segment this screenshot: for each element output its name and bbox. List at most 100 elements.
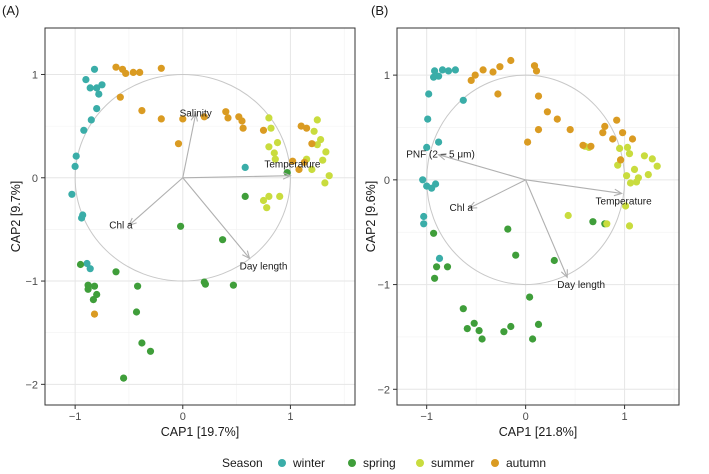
panel-a-point-autumn [224, 114, 232, 122]
panel-b-point-spring [470, 319, 478, 327]
legend-label-winter: winter [292, 456, 325, 470]
panel-b-y-tick-label: 1 [384, 70, 390, 82]
panel-a-point-summer [313, 141, 321, 149]
panel-b-vector-label-0: PNF (2 – 5 μm) [406, 150, 475, 161]
panel-b-point-summer [623, 143, 632, 151]
panel-a-y-tick-label: 0 [32, 173, 38, 185]
panel-b-vector-1 [525, 179, 622, 195]
panel-a-point-autumn [112, 63, 120, 71]
panel-a-point-winter [82, 76, 90, 84]
panel-b-point-summer [632, 178, 641, 186]
panel-a-vector-label-1: Temperature [264, 160, 321, 171]
panel-b-point-autumn [534, 126, 543, 134]
panel-a-vector-arrowhead-1 [282, 172, 292, 180]
panel-a-point-summer [322, 148, 330, 156]
panel-b-point-winter [444, 67, 453, 75]
legend-swatch-spring [348, 459, 356, 467]
panel-a-point-autumn [136, 68, 144, 76]
panel-a-point-summer [276, 192, 284, 200]
panel-b-vector-arrowhead-0 [437, 153, 447, 161]
panel-b-point-winter [435, 138, 443, 146]
panel-a-point-winter [71, 162, 79, 170]
panel-b-point-spring [443, 263, 452, 271]
panel-a-point-summer [270, 149, 278, 157]
panel-a-point-summer [317, 136, 325, 144]
panel-a-point-autumn [308, 140, 316, 148]
panel-b-point-winter [430, 73, 438, 81]
panel-a-point-autumn [300, 158, 308, 166]
panel-a-point-autumn [303, 124, 311, 132]
panel-b-vector-3 [525, 179, 568, 278]
panel-a-point-autumn [157, 64, 165, 72]
panel-a-point-spring [138, 339, 146, 347]
panel-b-y-axis-title: CAP2 [9.6%] [364, 181, 378, 253]
panel-b-point-summer [623, 172, 631, 180]
panel-a-point-spring [90, 282, 99, 290]
panel-a-vector-arrowhead-0 [190, 112, 198, 122]
panel-b-point-summer [653, 162, 661, 170]
panel-a-x-tick-label: 1 [287, 411, 293, 423]
panel-b-point-summer [603, 220, 611, 228]
panel-a-point-summer [325, 172, 333, 180]
panel-a-x-tick-label: −1 [69, 411, 82, 423]
panel-b-point-summer [648, 155, 656, 163]
panel-a-point-spring [112, 268, 120, 276]
panel-b-vector-2 [468, 179, 526, 209]
panel-b-point-summer [644, 171, 652, 179]
panel-a-point-winter [80, 126, 88, 134]
panel-b-point-spring [512, 251, 520, 259]
panel-b-point-winter [438, 66, 447, 74]
panel-b-point-autumn [587, 142, 595, 150]
panel-a-point-spring [219, 236, 227, 244]
panel-b-point-autumn [579, 141, 587, 149]
panel-a-point-autumn [295, 165, 303, 174]
panel-a-point-spring [283, 169, 291, 177]
panel-a-point-summer [321, 179, 329, 187]
panel-b-point-summer [564, 211, 572, 220]
panel-a-correlation-circle [74, 73, 291, 282]
panel-a-point-spring [89, 296, 97, 304]
panel-b-point-autumn [619, 129, 627, 137]
panel-b-vector-arrowhead-3 [560, 269, 568, 279]
panel-a-point-summer [308, 165, 316, 174]
panel-a-point-winter [78, 214, 86, 222]
panel-a-point-spring [93, 290, 101, 299]
panel-a-point-autumn [138, 107, 146, 115]
panel-b-point-spring [431, 274, 439, 282]
panel-b-x-tick-label: 0 [523, 411, 529, 423]
panel-b-point-winter [431, 67, 439, 75]
panel-b-point-summer [640, 152, 649, 160]
panel-b-correlation-circle [426, 74, 626, 286]
panel-a-y-tick-label: −2 [25, 379, 38, 391]
panel-b-point-autumn [628, 135, 637, 143]
panel-b-x-axis-title: CAP1 [21.8%] [499, 425, 578, 439]
panel-a-point-autumn [289, 157, 297, 165]
panel-b-y-tick-label: −1 [377, 280, 390, 292]
panel-a-point-autumn [129, 68, 137, 76]
panel-a-point-autumn [116, 93, 124, 101]
panel-b-point-autumn [617, 156, 625, 164]
panel-b-point-spring [463, 325, 471, 333]
panel-b-point-winter [451, 66, 459, 74]
panel-b-point-autumn [553, 115, 561, 123]
panel-a-x-tick-label: 0 [180, 411, 186, 423]
panel-a-vector-1 [182, 175, 291, 179]
panel-b-point-spring [504, 225, 512, 233]
panel-a-point-summer [259, 196, 268, 205]
panel-b-point-winter [420, 212, 428, 221]
panel-a-point-winter [241, 163, 249, 171]
panel-b-point-autumn [613, 116, 621, 124]
panel-a-point-winter [72, 152, 80, 160]
panel-b-point-spring [475, 327, 483, 335]
panel-a-vector-3 [182, 177, 250, 259]
panel-b-point-autumn [467, 76, 475, 84]
panel-b-point-summer [630, 165, 639, 173]
legend-swatch-autumn [491, 459, 499, 467]
panel-b-y-tick-label: −2 [377, 384, 390, 396]
panel-a-point-winter [86, 265, 94, 273]
panel-a-point-summer [265, 192, 273, 200]
panel-a-point-spring [132, 308, 141, 316]
panel-b-point-winter [424, 115, 432, 123]
panel-b-vector-label-1: Temperature [596, 196, 653, 207]
panel-b-x-tick-label: −1 [420, 411, 433, 423]
